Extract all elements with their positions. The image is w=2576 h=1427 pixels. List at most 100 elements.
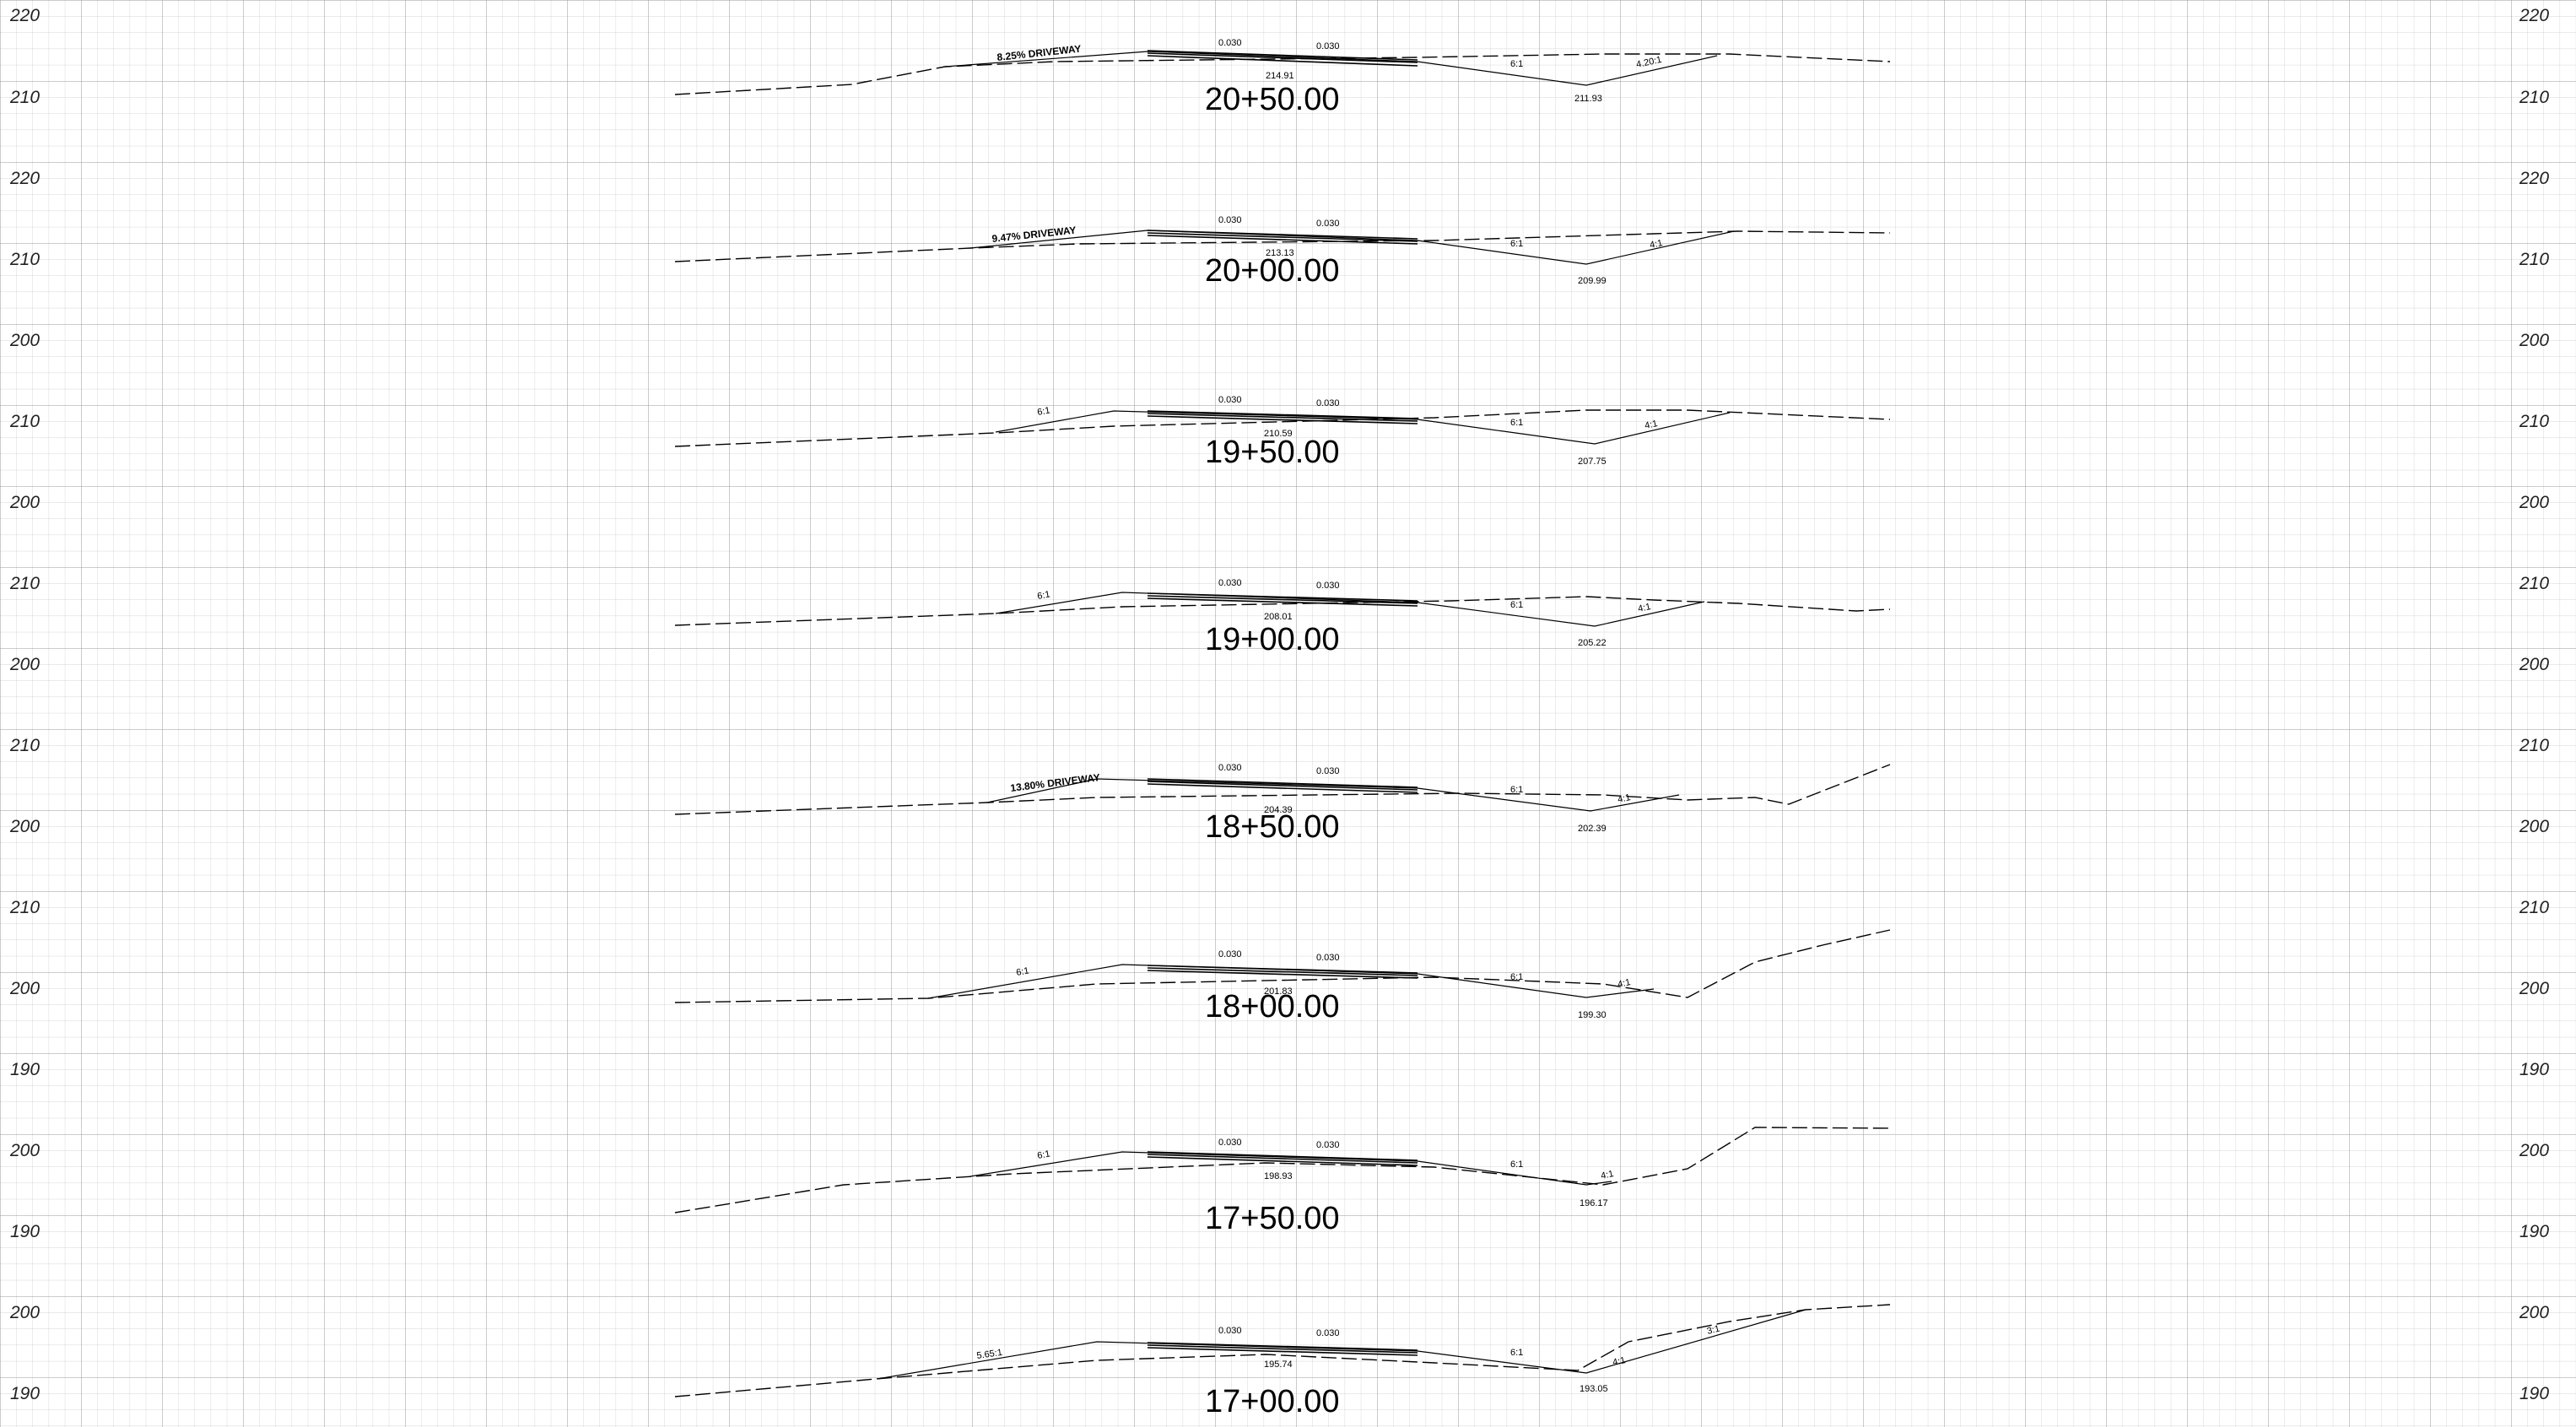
elev-label: 190 <box>10 1384 40 1403</box>
cross-slope-left: 0.030 <box>1218 578 1242 588</box>
elev-label: 200 <box>2519 979 2549 998</box>
centerline-elevation: 204.39 <box>1264 805 1293 815</box>
station-label: 17+00.00 <box>1205 1384 1340 1419</box>
pavement-layers <box>1147 410 1418 424</box>
cross-section-18-50: 13.80% DRIVEWAY 0.030 0.030 204.39 6:1 4… <box>674 763 1891 845</box>
elev-label: 210 <box>2519 412 2549 431</box>
cross-slope-right: 0.030 <box>1316 581 1340 591</box>
elev-label: 190 <box>10 1222 40 1241</box>
centerline-elevation: 198.93 <box>1264 1171 1293 1181</box>
centerline-elevation: 201.83 <box>1264 986 1293 997</box>
elevation-labels-right: 220 210 220 210 200 210 200 210 200 210 … <box>2519 6 2549 1403</box>
elev-label: 190 <box>2519 1222 2549 1241</box>
elev-label: 210 <box>9 898 40 917</box>
existing-ground-line <box>674 1127 1891 1213</box>
ditch-elevation: 199.30 <box>1578 1010 1607 1020</box>
station-label: 20+00.00 <box>1205 253 1340 289</box>
elev-label: 200 <box>9 331 40 350</box>
cross-slope-right: 0.030 <box>1316 766 1340 776</box>
elev-label: 220 <box>9 6 40 25</box>
cross-slope-left: 0.030 <box>1218 1138 1242 1148</box>
slope-in-label: 6:1 <box>1510 239 1523 249</box>
centerline-elevation: 214.91 <box>1266 71 1294 81</box>
left-slope-label: 6:1 <box>1036 1149 1050 1160</box>
centerline-elevation: 208.01 <box>1264 612 1293 622</box>
elev-label: 200 <box>9 979 40 998</box>
elev-label: 210 <box>9 250 40 269</box>
slope-out-label: 4:1 <box>1617 792 1631 805</box>
elev-label: 210 <box>2519 88 2549 107</box>
elev-label: 210 <box>9 574 40 593</box>
cross-slope-right: 0.030 <box>1316 398 1340 408</box>
elev-label: 210 <box>2519 736 2549 755</box>
slope-in-label: 6:1 <box>1510 1159 1523 1170</box>
ditch-elevation: 211.93 <box>1574 94 1602 104</box>
slope-in-label: 6:1 <box>1510 1348 1523 1358</box>
slope-out-label: 4:1 <box>1649 238 1663 251</box>
elev-label: 200 <box>2519 1303 2549 1322</box>
cross-slope-right: 0.030 <box>1316 41 1340 51</box>
elev-label: 200 <box>2519 817 2549 836</box>
left-slope-label: 6:1 <box>1036 405 1050 417</box>
elev-label: 200 <box>9 493 40 512</box>
elev-label: 200 <box>9 655 40 674</box>
proposed-section-line <box>986 778 1680 812</box>
cross-section-20-50: 8.25% DRIVEWAY 0.030 0.030 214.91 6:1 4.… <box>674 38 1891 117</box>
station-label: 20+50.00 <box>1205 82 1340 117</box>
elev-label: 210 <box>2519 898 2549 917</box>
elev-label: 210 <box>2519 250 2549 269</box>
elev-label: 200 <box>9 817 40 836</box>
elev-label: 190 <box>10 1060 40 1079</box>
cross-section-17-50: 6:1 0.030 0.030 198.93 6:1 4:1 196.17 17… <box>674 1127 1891 1236</box>
elev-label: 200 <box>2519 331 2549 350</box>
cross-slope-left: 0.030 <box>1218 763 1242 773</box>
cross-section-19-00: 6:1 0.030 0.030 208.01 6:1 4:1 205.22 19… <box>674 578 1891 657</box>
existing-ground-line <box>674 929 1891 1003</box>
pavement-layers <box>1147 50 1418 67</box>
ditch-elevation: 205.22 <box>1578 638 1607 648</box>
slope-in-label: 6:1 <box>1510 418 1523 428</box>
existing-ground-line <box>674 1304 1891 1397</box>
cross-slope-right: 0.030 <box>1316 1328 1340 1338</box>
left-slope-label: 6:1 <box>1036 589 1050 601</box>
ditch-elevation: 196.17 <box>1580 1198 1608 1208</box>
elev-label: 210 <box>9 412 40 431</box>
centerline-elevation: 210.59 <box>1264 429 1293 439</box>
cross-slope-left: 0.030 <box>1218 215 1242 225</box>
elev-label: 210 <box>9 736 40 755</box>
pavement-layers <box>1147 1151 1418 1166</box>
left-slope-label: 5.65:1 <box>976 1348 1003 1361</box>
cross-section-17-00: 5.65:1 0.030 0.030 195.74 6:1 4:1 3:1 19… <box>674 1304 1891 1419</box>
station-label: 17+50.00 <box>1205 1201 1340 1236</box>
proposed-section-line <box>927 964 1655 999</box>
cross-slope-right: 0.030 <box>1316 1140 1340 1150</box>
elev-label: 220 <box>2519 169 2549 188</box>
cross-section-19-50: 6:1 0.030 0.030 210.59 6:1 4:1 207.75 19… <box>674 395 1891 470</box>
extra-slope-label: 3:1 <box>1706 1324 1721 1337</box>
ditch-elevation: 202.39 <box>1578 824 1607 834</box>
pavement-layers <box>1147 965 1418 979</box>
pavement-layers <box>1147 592 1418 607</box>
elev-label: 200 <box>2519 655 2549 674</box>
slope-in-label: 6:1 <box>1510 972 1523 982</box>
cross-section-18-00: 6:1 0.030 0.030 201.83 6:1 4:1 199.30 18… <box>674 929 1891 1024</box>
slope-out-label: 4:1 <box>1612 1355 1626 1368</box>
existing-ground-line <box>674 53 1891 95</box>
slope-out-label: 4:1 <box>1644 419 1658 431</box>
ditch-elevation: 209.99 <box>1578 276 1607 286</box>
elev-label: 200 <box>2519 1141 2549 1160</box>
station-label: 18+50.00 <box>1205 809 1340 845</box>
elev-label: 200 <box>2519 493 2549 512</box>
cross-slope-right: 0.030 <box>1316 219 1340 229</box>
cross-slope-left: 0.030 <box>1218 395 1242 405</box>
cross-slope-right: 0.030 <box>1316 953 1340 963</box>
pavement-layers <box>1147 778 1418 793</box>
elev-label: 220 <box>2519 6 2549 25</box>
proposed-section-line <box>969 230 1735 265</box>
station-label: 18+00.00 <box>1205 989 1340 1024</box>
slope-out-label: 4:1 <box>1600 1169 1614 1181</box>
proposed-section-line <box>969 1151 1612 1186</box>
cross-slope-left: 0.030 <box>1218 1326 1242 1336</box>
elev-label: 190 <box>2519 1384 2549 1403</box>
